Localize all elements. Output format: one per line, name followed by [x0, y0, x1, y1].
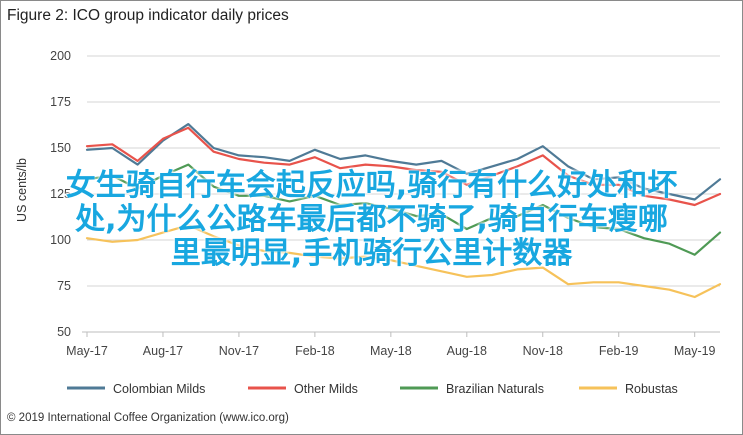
- watermark-line-2: 处,为什么公路车最后都不骑了,骑自行车瘦哪: [75, 202, 668, 237]
- legend-label: Robustas: [625, 382, 678, 396]
- y-tick-label: 100: [50, 233, 71, 247]
- series-line: [85, 126, 722, 207]
- x-tick-label: Feb-19: [599, 344, 639, 358]
- figure-title: Figure 2: ICO group indicator daily pric…: [7, 7, 289, 24]
- series-line: [85, 224, 722, 299]
- x-tick-label: May-18: [370, 344, 412, 358]
- x-tick-label: Aug-18: [447, 344, 487, 358]
- y-tick-label: 50: [57, 325, 71, 339]
- watermark-line-1: 女生骑自行车会起反应吗,骑行有什么好处和坏: [65, 168, 678, 203]
- legend-label: Colombian Milds: [113, 382, 205, 396]
- y-tick-label: 175: [50, 95, 71, 109]
- x-tick-label: Feb-18: [295, 344, 335, 358]
- x-tick-label: Nov-18: [523, 344, 563, 358]
- y-tick-label: 125: [50, 187, 71, 201]
- watermark-line-3: 里最明显,手机骑行公里计数器: [170, 236, 573, 271]
- x-axis: May-17 Aug-17 Nov-17 Feb-18 May-18 Aug-18 Nov-…: [66, 331, 720, 358]
- x-tick-label: Aug-17: [143, 344, 183, 358]
- copyright-note: © 2019 International Coffee Organization…: [7, 412, 289, 424]
- plot-lines: [85, 122, 722, 299]
- y-axis-label: US cents/lb: [15, 158, 29, 222]
- x-tick-label: Nov-17: [219, 344, 259, 358]
- y-tick-label: 200: [50, 49, 71, 63]
- y-tick-label: 150: [50, 141, 71, 155]
- y-tick-label: 75: [57, 279, 71, 293]
- x-tick-label: May-19: [674, 344, 716, 358]
- legend-label: Other Milds: [294, 382, 358, 396]
- legend-label: Brazilian Naturals: [446, 382, 544, 396]
- x-tick-label: May-17: [66, 344, 108, 358]
- series-line: [85, 122, 722, 201]
- y-axis: 50 75 100 125 150 175 200: [50, 49, 71, 339]
- series-line: [85, 163, 722, 256]
- legend: Colombian Milds Other Milds Brazilian Natu…: [67, 382, 678, 396]
